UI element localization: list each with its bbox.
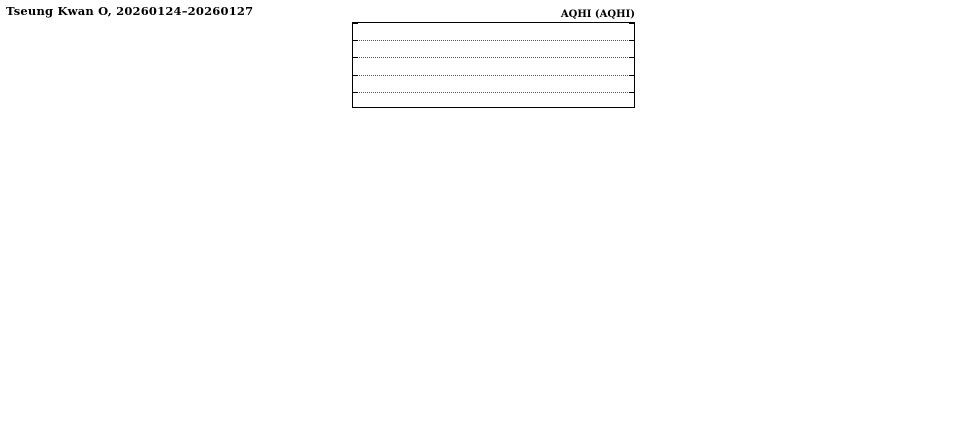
gridline-horizontal: [353, 74, 634, 76]
y-tick: [629, 74, 634, 76]
panel-title-aqhi: AQHI (AQHI): [560, 9, 635, 20]
y-tick: [353, 40, 358, 42]
y-tick: [353, 74, 358, 76]
y-tick: [629, 57, 634, 59]
gridline-horizontal: [353, 91, 634, 93]
gridline-horizontal: [353, 57, 634, 59]
y-tick: [353, 91, 358, 93]
y-tick: [629, 23, 634, 24]
y-tick: [629, 91, 634, 93]
plot-area-aqhi: [352, 22, 635, 108]
gridline-horizontal: [353, 40, 634, 42]
page-title: Tseung Kwan O, 20260124–20260127: [6, 4, 254, 18]
y-tick: [353, 57, 358, 59]
y-tick: [629, 40, 634, 42]
y-tick: [353, 23, 358, 24]
